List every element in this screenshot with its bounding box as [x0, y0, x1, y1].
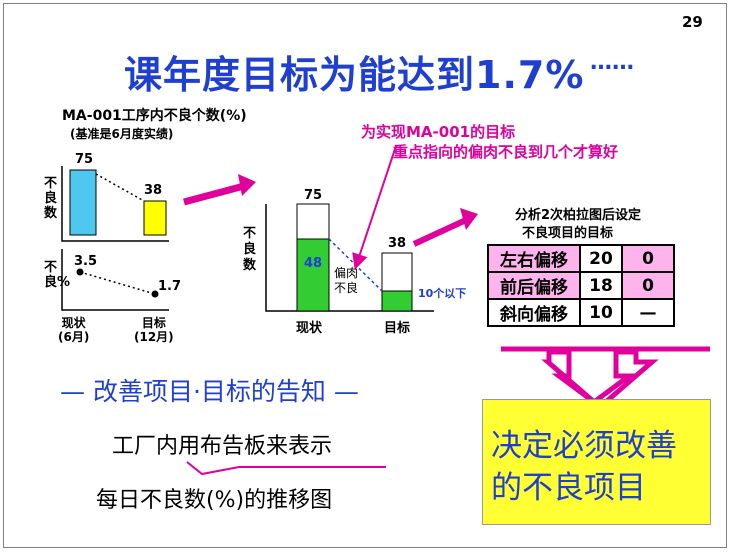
arrow-to-middle-chart [183, 182, 245, 206]
offset-defect-label: 偏肉不良 [334, 266, 359, 295]
table-row: 左右偏移 20 0 [487, 244, 675, 273]
left-count-ylabel: 不良数 [44, 176, 58, 221]
target-offset-segment [381, 290, 413, 312]
left-xlabel-current: 现状 (6月) [58, 316, 90, 344]
left-count-axis [61, 166, 169, 242]
middle-chart-ylabel: 不良数 [243, 226, 257, 273]
table-row: 前后偏移 18 0 [487, 271, 675, 300]
decision-line-1: 决定必须改善 [491, 428, 677, 464]
current-count-label: 75 [75, 152, 94, 167]
slide-title: 课年度目标为能达到1.7% [124, 53, 585, 97]
decision-line-2: 的不良项目 [491, 470, 646, 506]
diagram-graphics [61, 145, 710, 476]
target-percent-label: 1.7 [158, 279, 182, 294]
arrow-to-middle-chart-head [238, 174, 256, 196]
callout-arrow [352, 145, 397, 270]
current-offset-segment [296, 238, 330, 312]
notice-line-2: 每日不良数(%)的推移图 [96, 488, 333, 513]
current-count-bar [69, 169, 97, 236]
left-xlabel-target: 目标 (12月) [134, 316, 174, 344]
middle-xlabel-current: 现状 [296, 321, 323, 336]
target-note: 10个以下 [418, 287, 467, 300]
middle-chart-axis [265, 204, 434, 312]
arrow-to-table [412, 217, 468, 247]
row-goal: 0 [621, 244, 675, 273]
table-row: 斜向偏移 10 — [487, 298, 675, 327]
row-value: 18 [579, 271, 623, 300]
callout-line-1: 为实现MA-001的目标 [361, 123, 516, 141]
offset-value-label: 48 [304, 256, 323, 271]
decision-box: 决定必须改善 的不良项目 [482, 399, 711, 525]
title-ellipsis: …… [590, 50, 634, 75]
row-item: 前后偏移 [487, 271, 581, 300]
notice-heading: — 改善项目·目标的告知 — [60, 377, 359, 406]
target-count-bar [143, 200, 167, 236]
count-trend-line [95, 173, 145, 202]
row-value: 10 [579, 298, 623, 327]
row-goal: — [621, 298, 675, 327]
left-percent-axis [61, 249, 169, 311]
current-total-label: 75 [304, 188, 323, 203]
middle-xlabel-target: 目标 [384, 321, 411, 336]
row-goal: 0 [621, 271, 675, 300]
current-total-bar [296, 203, 330, 240]
notice-link-line [186, 461, 386, 476]
row-item: 斜向偏移 [487, 298, 581, 327]
target-total-label: 38 [388, 236, 407, 251]
left-chart-heading: MA-001工序内不良个数(%) [62, 108, 247, 124]
callout-line-2: 重点指向的偏肉不良到几个才算好 [393, 143, 619, 161]
row-item: 左右偏移 [487, 244, 581, 273]
target-total-bar [381, 252, 413, 292]
row-value: 20 [579, 244, 623, 273]
page-number: 29 [682, 13, 703, 31]
analysis-line-1: 分析2次柏拉图后设定 [515, 208, 642, 223]
current-percent-label: 3.5 [74, 254, 98, 269]
target-percent-point [151, 290, 159, 298]
target-count-label: 38 [144, 183, 163, 198]
left-chart-subheading: (基准是6月度实绩) [70, 127, 174, 141]
defect-target-table: 左右偏移 20 0 前后偏移 18 0 斜向偏移 10 — [487, 244, 675, 327]
down-arrow [541, 349, 659, 411]
arrow-to-table-head [460, 208, 478, 230]
slide: 29 课年度目标为能达到1.7% …… [3, 3, 727, 548]
analysis-line-2: 不良项目的目标 [522, 226, 614, 241]
notice-line-1: 工厂内用布告板来表示 [112, 434, 333, 459]
percent-trend-line [79, 271, 156, 295]
left-percent-ylabel: 不良% [44, 260, 71, 290]
